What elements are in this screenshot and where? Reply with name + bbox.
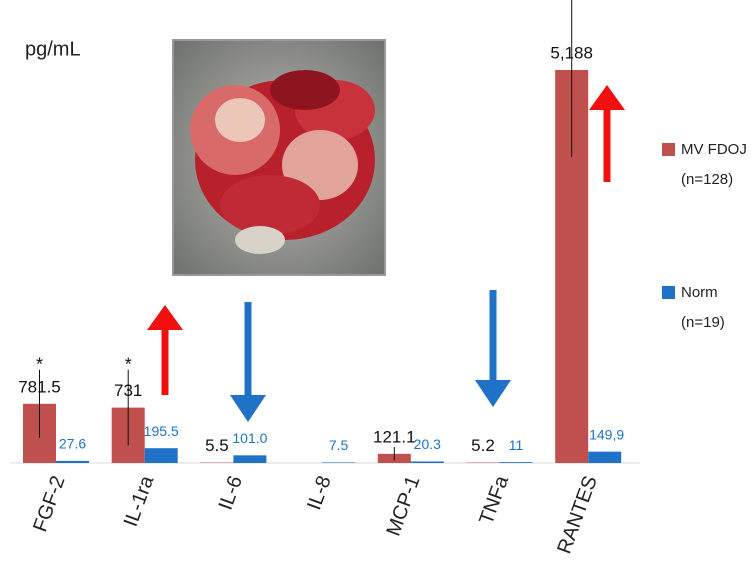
value-label: 20.3 <box>414 436 441 452</box>
unit-label: pg/mL <box>25 38 81 60</box>
legend-label: MV FDOJ (n=128) <box>681 141 747 188</box>
legend-label: Norm (n=19) <box>681 284 725 331</box>
x-tick-label: FGF-2 <box>29 473 69 535</box>
value-label: 11 <box>509 437 524 453</box>
x-tick-label: MCP-1 <box>383 473 425 539</box>
value-label: 195.5 <box>144 423 179 439</box>
bar <box>233 455 267 463</box>
x-tick-label: IL-1ra <box>120 472 159 529</box>
x-tick-label: TNFa <box>475 472 513 527</box>
x-tick-label: IL-6 <box>215 473 247 513</box>
bar <box>56 460 89 463</box>
significance-marker: * <box>125 354 132 374</box>
value-label: 7.5 <box>329 437 349 453</box>
bar <box>322 462 356 463</box>
x-tick-label: IL-8 <box>303 473 335 513</box>
bar <box>410 461 444 463</box>
x-tick-label: RANTES <box>553 473 601 557</box>
value-label: 27.6 <box>59 436 86 452</box>
value-label: 5.5 <box>205 436 229 455</box>
value-label: 5.2 <box>471 436 495 455</box>
value-label: 101.0 <box>232 430 267 446</box>
legend-swatch <box>662 286 675 299</box>
specimen-photo <box>172 39 386 276</box>
bar <box>588 451 622 463</box>
value-label: 121.1 <box>373 427 416 446</box>
significance-marker: * <box>36 354 43 374</box>
bar <box>499 462 533 463</box>
bar <box>144 448 178 463</box>
legend-swatch <box>662 143 675 156</box>
value-label: .149,9 <box>585 426 624 442</box>
trend-arrows <box>147 85 625 422</box>
